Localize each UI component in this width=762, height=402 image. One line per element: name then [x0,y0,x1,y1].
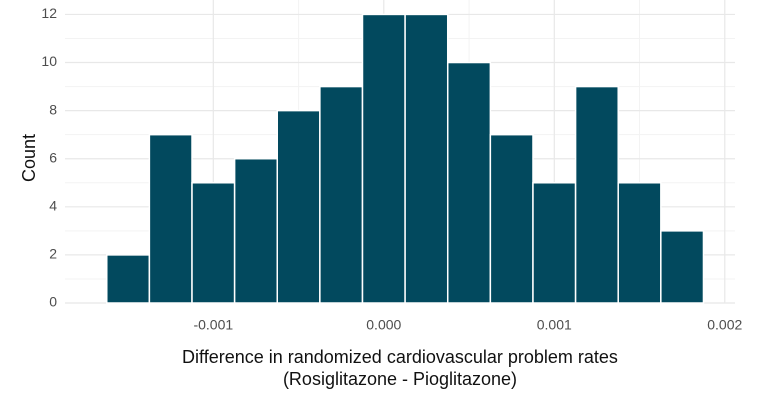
x-tick-label: -0.001 [193,317,233,333]
x-axis-label: (Rosiglitazone - Pioglitazone) [283,369,517,389]
y-tick-label: 6 [49,149,57,165]
y-tick-label: 0 [49,294,57,310]
x-tick-label: 0.000 [366,317,401,333]
y-tick-label: 2 [49,246,57,262]
y-tick-label: 8 [49,101,57,117]
x-tick-label: 0.002 [707,317,742,333]
y-tick-label: 10 [41,53,57,69]
bar [319,85,364,304]
bar [276,109,321,304]
bar [191,182,236,304]
bar [148,133,193,304]
bar [532,182,577,304]
bar [574,85,619,304]
bar [106,254,151,304]
bar [404,13,449,304]
bar [489,133,534,304]
bar [446,61,492,304]
y-axis-label: Count [19,134,39,182]
bar [233,157,279,304]
bar [660,230,705,304]
bar [617,182,662,304]
y-tick-label: 12 [41,5,57,21]
bar [361,13,406,304]
y-tick-label: 4 [49,198,57,214]
x-tick-label: 0.001 [537,317,572,333]
x-axis-label: Difference in randomized cardiovascular … [182,347,618,367]
